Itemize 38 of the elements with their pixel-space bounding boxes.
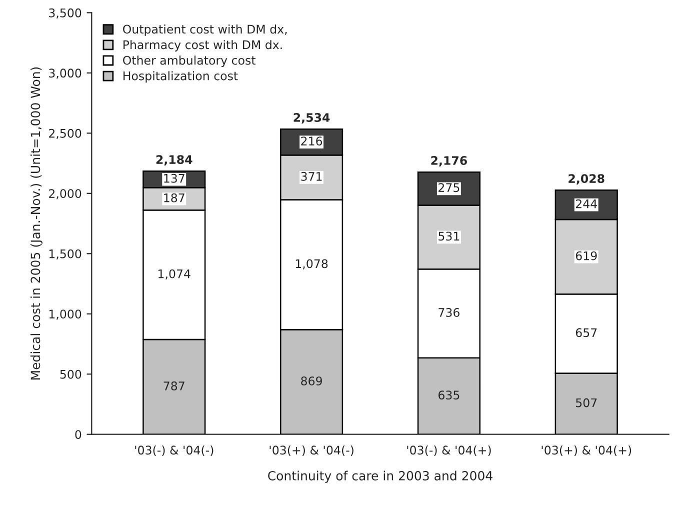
data-label: 736	[438, 308, 460, 317]
data-label: 531	[438, 232, 460, 241]
y-tick-label: 2,500	[49, 128, 82, 140]
data-label: 635	[438, 390, 460, 400]
data-label: 1,078	[296, 259, 328, 270]
y-tick-label: 3,500	[49, 8, 82, 19]
data-label: 244	[576, 199, 597, 208]
x-axis-title: Continuity of care in 2003 and 2004	[268, 470, 492, 483]
legend-label: Outpatient cost with DM dx,	[123, 24, 287, 36]
data-label: 216	[301, 136, 322, 146]
data-label: 869	[301, 376, 322, 386]
data-label: 787	[164, 381, 184, 390]
data-label: 275	[438, 183, 460, 192]
total-label: 2,534	[294, 113, 330, 124]
total-label: 2,184	[156, 155, 192, 166]
data-label: 507	[576, 398, 597, 408]
x-tick-label: '03(-) & '04(+)	[407, 445, 491, 456]
y-tick-label: 1,500	[49, 249, 82, 260]
y-tick-label: 3,000	[49, 68, 82, 79]
legend-label: Hospitalization cost	[124, 71, 238, 83]
x-tick-label: '03(+) & '04(+)	[542, 445, 632, 456]
y-tick-label: 1,000	[49, 310, 82, 320]
legend-label: Other ambulatory cost	[123, 56, 256, 68]
total-label: 2,176	[431, 156, 467, 166]
y-tick-label: 0	[75, 430, 82, 439]
y-axis-title: Medical cost in 2005 (Jan.-Nov.) (Unit=1,000 Won)	[30, 67, 42, 380]
y-tick-label: 2,000	[49, 189, 82, 200]
data-label: 371	[301, 172, 322, 181]
data-label: 187	[164, 193, 184, 202]
legend-label: Pharmacy cost with DM dx.	[124, 40, 282, 52]
data-label: 137	[164, 174, 184, 183]
total-label: 2,028	[568, 174, 604, 185]
x-tick-label: '03(+) & '04(-)	[270, 445, 354, 456]
data-label: 657	[576, 328, 597, 338]
data-label: 619	[576, 251, 597, 260]
data-label: 1,074	[158, 269, 190, 280]
y-tick-label: 500	[60, 370, 82, 379]
x-tick-label: '03(-) & '04(-)	[135, 445, 214, 456]
